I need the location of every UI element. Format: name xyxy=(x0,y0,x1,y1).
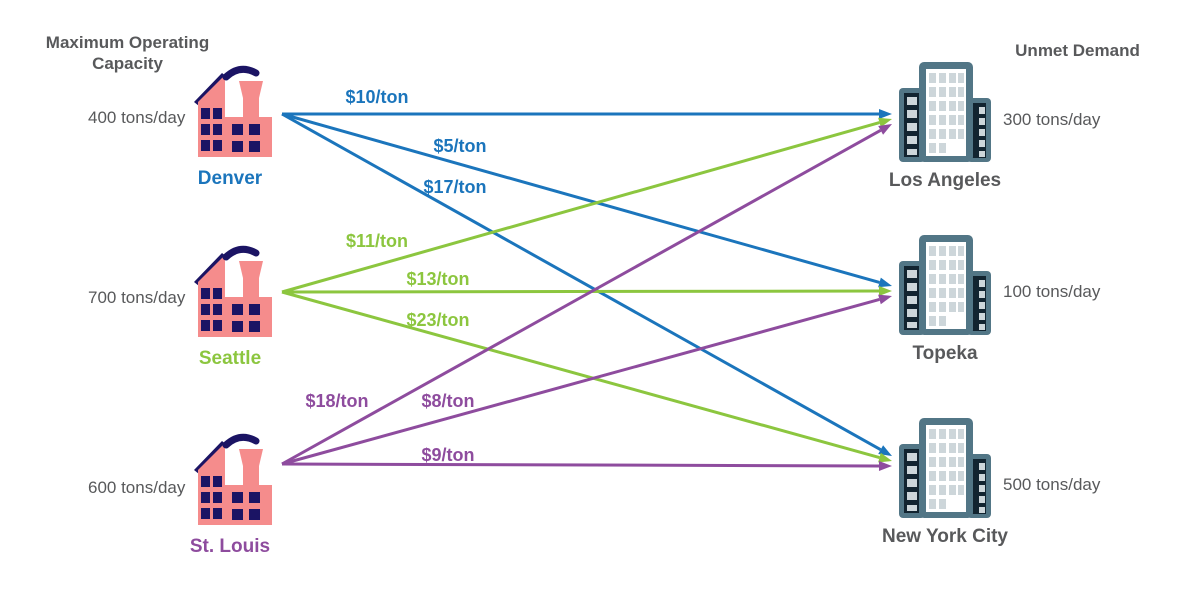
edge-line-stlouis-nyc xyxy=(281,462,880,468)
city-name-topeka: Topeka xyxy=(912,343,978,364)
edge-cost-label: $13/ton xyxy=(406,269,469,289)
edge-cost-label: $10/ton xyxy=(345,87,408,107)
edge-cost-label: $18/ton xyxy=(305,391,368,411)
edge-line-seattle-la xyxy=(281,121,880,294)
edge-line-denver-topeka xyxy=(281,112,880,284)
edge-arrowhead-seattle-topeka xyxy=(878,286,892,297)
demand-label-nyc: 500 tons/day xyxy=(1003,475,1101,494)
edge-cost-label: $8/ton xyxy=(421,391,474,411)
edge-arrowhead-seattle-la xyxy=(878,117,892,128)
factory-node-seattle: Seattle xyxy=(180,242,280,369)
city-node-nyc: New York City xyxy=(882,412,1008,547)
demand-column-header: Unmet Demand xyxy=(1015,41,1140,60)
capacity-label-stlouis: 600 tons/day xyxy=(88,478,186,497)
city-building-icon xyxy=(895,229,995,339)
edge-cost-label: $17/ton xyxy=(423,177,486,197)
edge-cost-label: $9/ton xyxy=(421,445,474,465)
edge-cost-label: $5/ton xyxy=(433,136,486,156)
edge-line-denver-nyc xyxy=(281,112,882,451)
edge-arrowhead-stlouis-topeka xyxy=(878,294,892,305)
edge-arrowhead-stlouis-la xyxy=(878,124,892,135)
edge-line-stlouis-topeka xyxy=(281,298,880,466)
city-building-icon xyxy=(895,412,995,522)
demand-label-topeka: 100 tons/day xyxy=(1003,282,1101,301)
edge-line-seattle-nyc xyxy=(281,290,880,459)
edge-arrowhead-seattle-nyc xyxy=(878,452,892,463)
city-name-la: Los Angeles xyxy=(888,170,1002,191)
edge-arrowhead-denver-topeka xyxy=(878,277,892,288)
factory-icon xyxy=(180,242,280,342)
factory-icon xyxy=(180,62,280,162)
capacity-label-denver: 400 tons/day xyxy=(88,108,186,127)
demand-label-la: 300 tons/day xyxy=(1003,110,1101,129)
factory-name-denver: Denver xyxy=(197,168,263,189)
city-node-topeka: Topeka xyxy=(895,229,995,364)
edge-cost-label: $11/ton xyxy=(346,231,408,251)
edge-cost-label: $23/ton xyxy=(406,310,469,330)
edge-line-seattle-topeka xyxy=(281,289,880,294)
factory-name-stlouis: St. Louis xyxy=(189,536,271,557)
edge-arrowhead-stlouis-nyc xyxy=(878,460,892,471)
factory-icon xyxy=(180,430,280,530)
factory-node-stlouis: St. Louis xyxy=(180,430,280,557)
edge-arrowhead-denver-la xyxy=(879,109,892,119)
city-node-la: Los Angeles xyxy=(889,56,1001,191)
factory-node-denver: Denver xyxy=(180,62,280,189)
supply-column-header: Maximum Operating Capacity xyxy=(45,33,210,74)
city-name-nyc: New York City xyxy=(881,526,1008,547)
capacity-label-seattle: 700 tons/day xyxy=(88,288,186,307)
edge-arrowhead-denver-nyc xyxy=(878,445,892,456)
factory-name-seattle: Seattle xyxy=(198,348,262,369)
city-building-icon xyxy=(895,56,995,166)
edge-line-stlouis-la xyxy=(281,129,882,466)
